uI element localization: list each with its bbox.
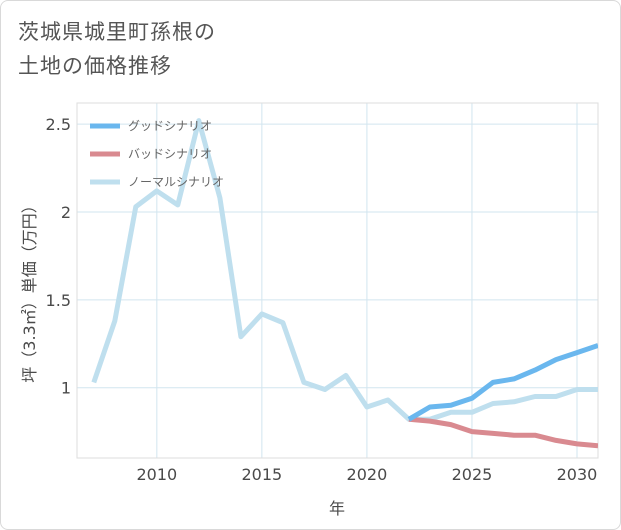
series-lines bbox=[91, 118, 598, 449]
chart-title: 茨城県城里町孫根の 土地の価格推移 bbox=[18, 15, 418, 83]
y-tick-label: 2.5 bbox=[46, 115, 71, 134]
legend-label: ノーマルシナリオ bbox=[128, 175, 224, 189]
legend-label: バッドシナリオ bbox=[128, 147, 212, 161]
x-axis-label: 年 bbox=[329, 499, 345, 518]
chart-title-line-1: 茨城県城里町孫根の bbox=[18, 20, 216, 44]
x-tick-label: 2030 bbox=[557, 465, 598, 484]
y-tick-label: 2 bbox=[61, 203, 71, 222]
axis-ticks: 2010 2015 2020 2025 2030 1 1.5 2 2.5 bbox=[46, 115, 598, 484]
x-tick-label: 2010 bbox=[136, 465, 177, 484]
series-line-2 bbox=[91, 118, 598, 422]
grid bbox=[77, 103, 598, 458]
plot-area-frame bbox=[76, 102, 599, 459]
x-tick-label: 2020 bbox=[347, 465, 388, 484]
series-line-0 bbox=[407, 343, 598, 422]
x-tick-label: 2015 bbox=[242, 465, 283, 484]
legend-label: グッドシナリオ bbox=[128, 119, 212, 133]
x-tick-label: 2025 bbox=[452, 465, 493, 484]
y-tick-label: 1.5 bbox=[46, 291, 71, 310]
chart-title-line-2: 土地の価格推移 bbox=[18, 54, 172, 78]
series-line-1 bbox=[408, 416, 598, 449]
y-axis-label: 坪（3.3㎡）単価（万円） bbox=[20, 197, 39, 382]
y-tick-label: 1 bbox=[61, 379, 71, 398]
